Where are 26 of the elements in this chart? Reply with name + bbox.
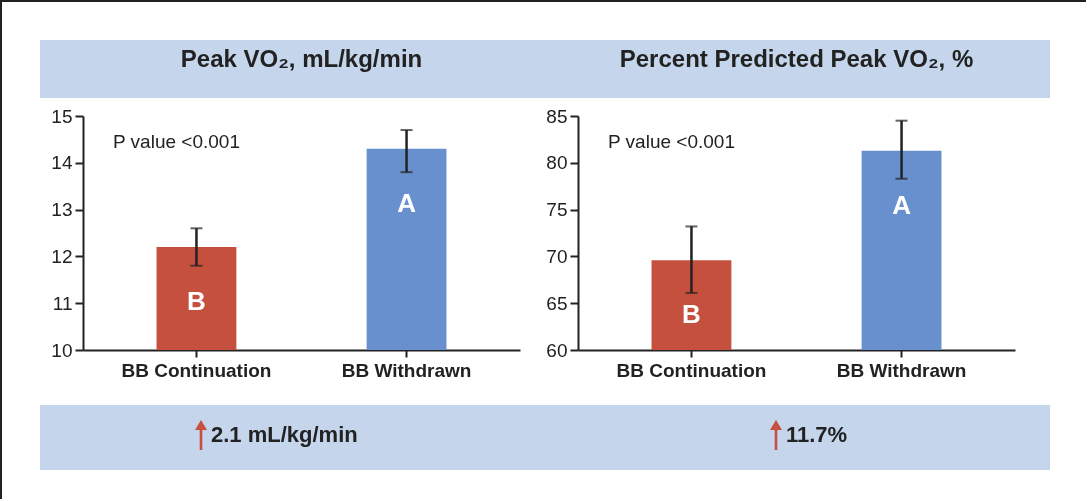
- annotation: P value <0.001: [113, 131, 240, 152]
- y-tick-label: 10: [51, 339, 73, 361]
- y-tick-label: 85: [546, 105, 568, 127]
- annotation: A: [397, 187, 417, 218]
- annotation: P value <0.001: [608, 131, 735, 152]
- y-tick-label: 12: [51, 245, 73, 267]
- y-tick-label: 60: [546, 339, 568, 361]
- text: 2.1 mL/kg/min: [211, 422, 358, 448]
- y-tick-label: 70: [546, 245, 568, 267]
- x-tick-label: BB Continuation: [616, 359, 767, 381]
- x-tick-label: BB Continuation: [121, 359, 272, 381]
- y-tick-label: 15: [51, 105, 73, 127]
- chart-title: Peak VO₂, mL/kg/min: [180, 45, 423, 72]
- y-tick-label: 11: [52, 292, 73, 314]
- y-tick-label: 65: [546, 292, 568, 314]
- annotation: A: [892, 189, 912, 220]
- x-tick-label: BB Withdrawn: [836, 359, 967, 381]
- y-tick-label: 13: [51, 199, 73, 221]
- y-tick-label: 14: [51, 152, 73, 174]
- text: 11.7%: [786, 422, 848, 448]
- chart-title: Percent Predicted Peak VO₂, %: [619, 45, 974, 72]
- y-tick-label: 80: [546, 152, 568, 174]
- annotation: B: [187, 286, 206, 317]
- annotation: B: [682, 299, 701, 330]
- y-tick-label: 75: [546, 199, 568, 221]
- x-tick-label: BB Withdrawn: [341, 359, 472, 381]
